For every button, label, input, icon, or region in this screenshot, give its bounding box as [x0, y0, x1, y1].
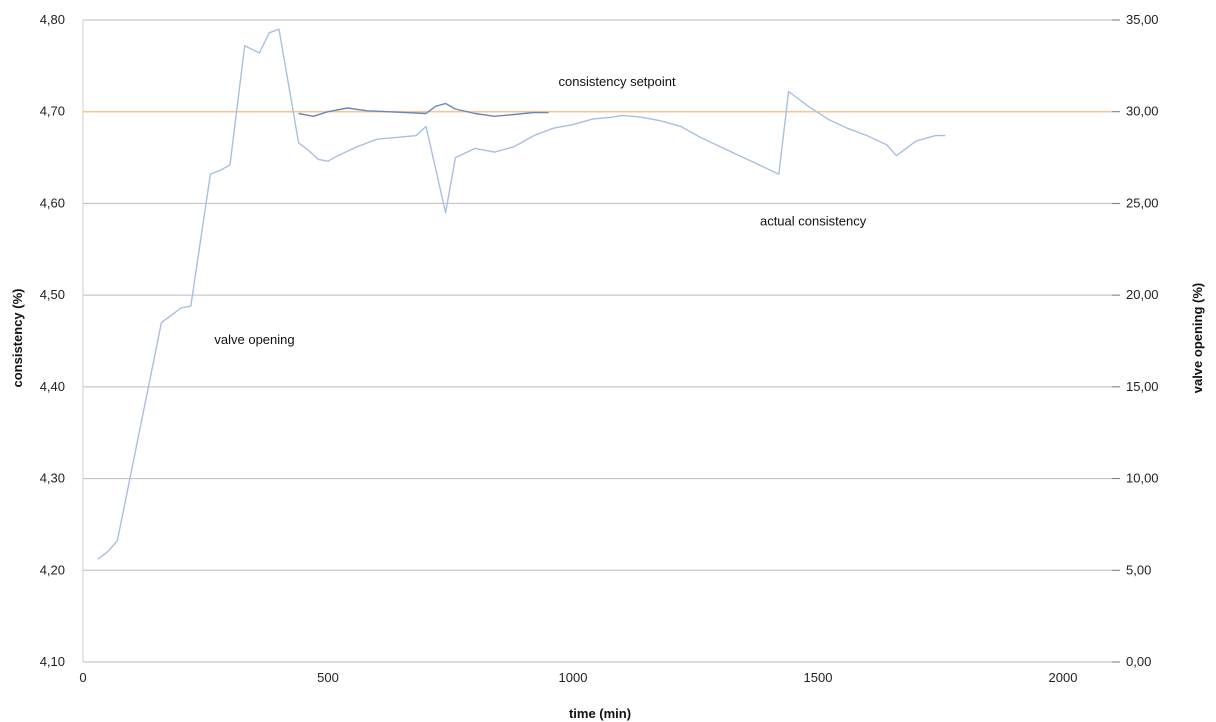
- y-tick-label: 4,10: [40, 654, 65, 669]
- y2-tick-label: 5,00: [1126, 562, 1151, 577]
- annotation-valve-opening: valve opening: [214, 332, 294, 347]
- x-axis-title: time (min): [569, 706, 631, 721]
- valve-opening-line: [97, 28, 946, 560]
- y2-tick-label: 15,00: [1126, 379, 1159, 394]
- tick-labels: 4,10 4,20 4,30 4,40 4,50 4,60 4,70 4,80 0,00 5,00…: [40, 12, 1159, 685]
- y2-axis-title: valve opening (%): [1190, 283, 1205, 394]
- axes: [82, 19, 1120, 663]
- y-tick-label: 4,80: [40, 12, 65, 27]
- y2-tick-label: 0,00: [1126, 654, 1151, 669]
- actual-consistency-line: [298, 102, 549, 118]
- x-tick-label: 0: [79, 670, 86, 685]
- x-tick-label: 1500: [804, 670, 833, 685]
- annotation-consistency-setpoint: consistency setpoint: [559, 74, 676, 89]
- y-tick-label: 4,20: [40, 562, 65, 577]
- y-tick-label: 4,60: [40, 195, 65, 210]
- y-tick-label: 4,30: [40, 471, 65, 486]
- y-tick-label: 4,70: [40, 104, 65, 119]
- y-axis-title: consistency (%): [10, 289, 25, 388]
- y2-tick-label: 35,00: [1126, 12, 1159, 27]
- y-tick-label: 4,40: [40, 379, 65, 394]
- y2-tick-label: 10,00: [1126, 471, 1159, 486]
- series: [83, 28, 1112, 560]
- x-tick-label: 500: [317, 670, 339, 685]
- y2-tick-label: 25,00: [1126, 195, 1159, 210]
- y2-tick-label: 20,00: [1126, 287, 1159, 302]
- x-tick-label: 1000: [559, 670, 588, 685]
- y-tick-label: 4,50: [40, 287, 65, 302]
- annotation-actual-consistency: actual consistency: [760, 213, 867, 228]
- x-tick-label: 2000: [1049, 670, 1078, 685]
- y2-tick-label: 30,00: [1126, 104, 1159, 119]
